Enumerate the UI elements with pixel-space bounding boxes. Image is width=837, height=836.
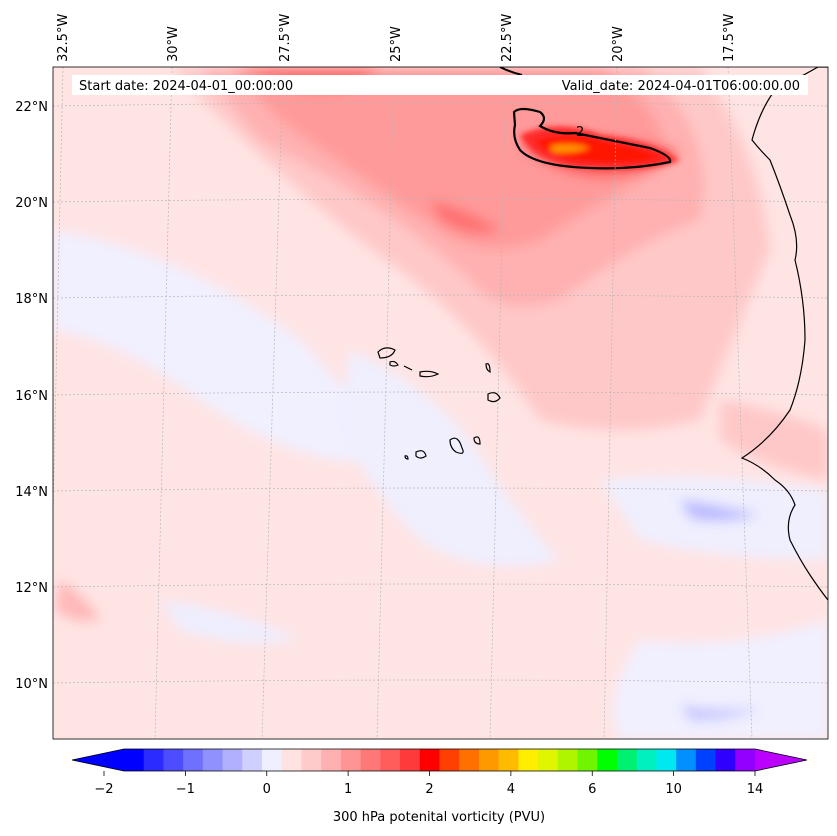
colorbar-title: 300 hPa potenital vorticity (PVU) — [333, 810, 545, 825]
graticule — [53, 67, 828, 739]
colorbar-cell — [695, 749, 717, 771]
colorbar-cell — [360, 749, 381, 771]
colorbar-cell — [676, 749, 697, 771]
colorbar-cell — [419, 749, 440, 771]
lon-label: 32.5°W — [56, 14, 71, 62]
colorbar-extend-max — [755, 749, 807, 771]
lat-label: 20°N — [15, 196, 48, 211]
colorbar-cell — [321, 749, 342, 771]
lat-label: 18°N — [15, 292, 48, 307]
pv-2-contour — [512, 107, 672, 170]
colorbar-cell — [597, 749, 618, 771]
colorbar-cell — [459, 749, 480, 771]
colorbar-tick-label: −2 — [94, 782, 113, 797]
lon-label: 30°W — [166, 26, 181, 62]
latitude-labels: 22°N 20°N 18°N 16°N 14°N 12°N 10°N — [15, 100, 48, 692]
colorbar-cell — [380, 749, 401, 771]
colorbar-tick-label: 10 — [665, 782, 682, 797]
lat-label: 10°N — [15, 677, 48, 692]
colorbar-cell — [656, 749, 677, 771]
pv-2-contour-top — [499, 67, 523, 76]
lon-label: 20°W — [611, 26, 626, 62]
colorbar-cell — [143, 749, 164, 771]
colorbar-cell — [340, 749, 362, 771]
colorbar-cell — [124, 749, 145, 771]
colorbar-cell — [498, 749, 519, 771]
valid-date-text: Valid_date: 2024-04-01T06:00:00.00 — [562, 79, 800, 94]
colorbar-cell — [400, 749, 421, 771]
colorbar-cell — [735, 749, 756, 771]
colorbar-outline — [71, 748, 808, 772]
lat-label: 14°N — [15, 485, 48, 500]
date-banner — [72, 75, 808, 95]
map-frame — [52, 66, 829, 740]
pv-field: 2 — [53, 67, 828, 739]
colorbar-cell — [281, 749, 302, 771]
colorbar-cell — [715, 749, 736, 771]
contour-label: 2 — [576, 125, 584, 140]
colorbar-cell — [478, 749, 500, 771]
longitude-labels: 32.5°W 30°W 27.5°W 25°W 22.5°W 20°W 17.5… — [56, 14, 737, 62]
colorbar-tick-label: 6 — [588, 782, 596, 797]
colorbar-extend-min — [72, 749, 124, 771]
lon-label: 25°W — [389, 26, 404, 62]
lon-label: 22.5°W — [500, 14, 515, 62]
lat-label: 16°N — [15, 389, 48, 404]
colorbar-ticks: −2 −1 0 1 2 4 6 10 14 — [94, 771, 763, 797]
colorbar-cell — [518, 749, 539, 771]
low-pv-regions — [53, 230, 828, 739]
lat-label: 12°N — [15, 581, 48, 596]
start-date-text: Start date: 2024-04-01_00:00:00 — [79, 79, 293, 94]
colorbar-cell — [202, 749, 224, 771]
colorbar: −2 −1 0 1 2 4 6 10 14 300 hPa potenital vorticit… — [71, 748, 808, 825]
colorbar-cell — [616, 749, 638, 771]
colorbar-cell — [163, 749, 184, 771]
colorbar-cells — [124, 749, 756, 771]
colorbar-cell — [183, 749, 204, 771]
colorbar-tick-label: 2 — [425, 782, 433, 797]
pv-core — [520, 126, 680, 169]
colorbar-cell — [242, 749, 263, 771]
colorbar-cell — [439, 749, 460, 771]
colorbar-cell — [557, 749, 579, 771]
colorbar-cell — [301, 749, 322, 771]
lon-label: 17.5°W — [722, 14, 737, 62]
colorbar-tick-label: 0 — [263, 782, 271, 797]
colorbar-tick-label: −1 — [176, 782, 195, 797]
lon-label: 27.5°W — [278, 14, 293, 62]
colorbar-cell — [262, 749, 283, 771]
colorbar-cell — [577, 749, 598, 771]
colorbar-tick-label: 4 — [507, 782, 515, 797]
colorbar-tick-label: 1 — [344, 782, 352, 797]
africa-coastline — [740, 67, 828, 601]
colorbar-cell — [222, 749, 243, 771]
lat-label: 22°N — [15, 100, 48, 115]
colorbar-tick-label: 14 — [747, 782, 764, 797]
colorbar-cell — [538, 749, 559, 771]
cape-verde-islands — [377, 347, 501, 460]
colorbar-cell — [636, 749, 657, 771]
